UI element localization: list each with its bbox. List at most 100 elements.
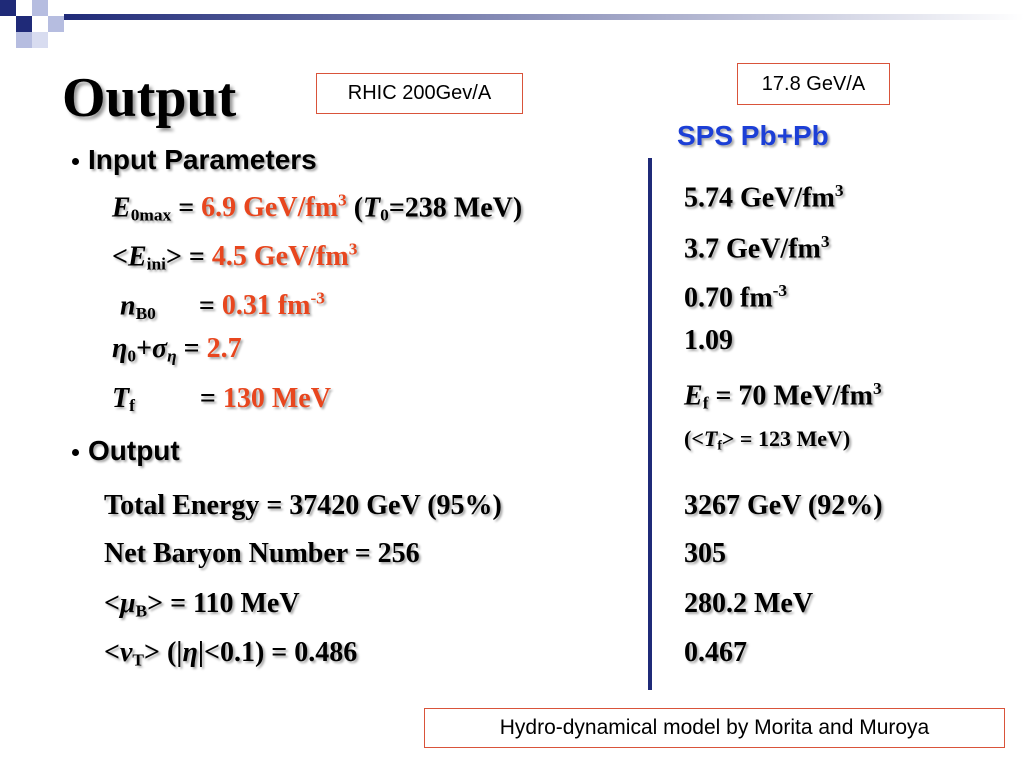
- text: (<: [684, 426, 704, 451]
- text: -3: [772, 281, 788, 300]
- text: |<0.1) = 0.486: [197, 637, 358, 668]
- text-row: <μB> = 110 MeV: [104, 587, 300, 628]
- text-row: Input Parameters: [72, 143, 317, 177]
- text: Net Baryon Number = 256: [104, 538, 420, 569]
- bullet: [72, 449, 79, 457]
- text: E: [112, 192, 131, 224]
- text-row: 0.467: [684, 636, 747, 670]
- text: v: [119, 637, 133, 668]
- text: -3: [310, 289, 325, 308]
- text: n: [120, 290, 136, 322]
- text: =: [171, 192, 202, 224]
- shape: η: [167, 346, 177, 365]
- text: Hydro-dynamical model by Morita and Muro…: [499, 716, 930, 739]
- text-row: Output: [72, 434, 180, 468]
- text: 1.09: [684, 325, 733, 356]
- text: E: [127, 241, 147, 273]
- text: 3: [872, 379, 882, 398]
- shape: [48, 16, 64, 32]
- text-row: Net Baryon Number = 256: [104, 537, 420, 571]
- rhic-box: RHIC 200Gev/A: [316, 73, 523, 114]
- text: 3.7 GeV/fm: [684, 233, 821, 265]
- text: Output: [88, 435, 180, 466]
- text-row: 5.74 GeV/fm3: [684, 174, 844, 215]
- text: Input Parameters: [88, 144, 317, 175]
- text: μ: [119, 588, 136, 619]
- text: =: [192, 383, 223, 414]
- text: 0.70 fm: [684, 282, 773, 314]
- text: = 70 MeV/fm: [708, 380, 873, 412]
- text-row: 280.2 MeV: [684, 587, 813, 621]
- text: 3: [820, 232, 830, 251]
- text: E: [684, 380, 703, 412]
- text: > = 123 MeV): [721, 426, 851, 451]
- shape: [0, 0, 16, 16]
- text: =238 MeV): [388, 192, 523, 224]
- text-row: <Eini> = 4.5 GeV/fm3: [112, 233, 357, 282]
- text: > =: [165, 241, 212, 273]
- text: T: [703, 426, 718, 451]
- text-row: 0.70 fm-3: [684, 274, 787, 315]
- shape: [32, 32, 48, 48]
- text: Total Energy = 37420 GeV (95%): [104, 490, 502, 521]
- shape: 6.9 GeV/fm3: [201, 191, 347, 224]
- text: σ: [152, 333, 168, 364]
- text: 3267 GeV (92%): [684, 490, 883, 521]
- text: +: [136, 333, 153, 364]
- text: T: [132, 650, 144, 670]
- text: > (|: [144, 637, 183, 668]
- text: 2.7: [206, 333, 242, 364]
- bullet: [72, 158, 79, 166]
- text: 130 MeV: [222, 383, 331, 414]
- shape: [32, 0, 48, 16]
- text: 0.467: [684, 637, 747, 668]
- text-row: E0max = 6.9 GeV/fm3 (T0=238 MeV): [112, 184, 522, 233]
- text-row: Tf = 130 MeV: [112, 382, 331, 423]
- text: 0: [127, 346, 137, 366]
- text: 5.74 GeV/fm: [684, 182, 835, 214]
- text: f: [702, 393, 709, 413]
- text-row: 3.7 GeV/fm3: [684, 225, 830, 266]
- text: 0max: [130, 205, 172, 225]
- text: 6.9 GeV/fm: [201, 192, 339, 224]
- text-row: η0+ση = 2.7: [112, 332, 242, 373]
- text: 3: [834, 181, 844, 200]
- shape: [16, 16, 32, 32]
- text-row: Ef = 70 MeV/fm3: [684, 372, 882, 421]
- shape: 0.31 fm-3: [221, 289, 325, 322]
- text-row: <vT> (|η|<0.1) = 0.486: [104, 636, 357, 677]
- text: η: [182, 637, 198, 668]
- text: RHIC 200Gev/A: [347, 82, 492, 104]
- text: 0.31 fm: [221, 290, 311, 322]
- text: <: [104, 637, 120, 668]
- text: η: [112, 333, 128, 364]
- shape: 4.5 GeV/fm3: [212, 240, 358, 272]
- text: T: [363, 192, 381, 224]
- text: =: [191, 290, 222, 322]
- sps-label: SPS Pb+Pb: [677, 120, 829, 151]
- text: 3: [348, 240, 358, 259]
- decoration: [0, 0, 1024, 48]
- text-row: 1.09: [684, 324, 733, 358]
- text: 3: [338, 191, 347, 210]
- text: 0: [380, 205, 389, 225]
- shape: [64, 14, 1024, 20]
- text-row: 3267 GeV (92%): [684, 489, 883, 523]
- text: <: [112, 241, 128, 273]
- text-row: 305: [684, 537, 726, 571]
- text: 280.2 MeV: [684, 588, 814, 619]
- text: 305: [684, 538, 726, 569]
- shape: [16, 32, 32, 48]
- text: f: [717, 437, 722, 453]
- text: 17.8 GeV/A: [761, 72, 866, 95]
- divider: [648, 158, 652, 690]
- text-row: nB0 = 0.31 fm-3: [120, 282, 325, 331]
- footer-box: Hydro-dynamical model by Morita and Muro…: [424, 708, 1005, 748]
- text-row: (<Tf> = 123 MeV): [684, 422, 850, 462]
- text: T: [112, 383, 130, 414]
- text: B0: [135, 303, 156, 323]
- text: > = 110 MeV: [147, 588, 300, 619]
- text: =: [176, 333, 207, 364]
- text: B: [135, 601, 148, 621]
